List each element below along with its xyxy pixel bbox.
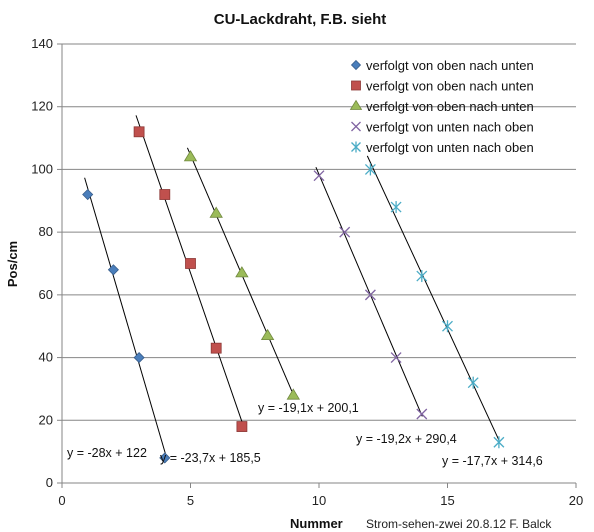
data-point-series-1 [159, 452, 171, 464]
marker-stroke [416, 408, 428, 420]
marker-stroke [351, 121, 361, 132]
y-tick-label: 0 [46, 475, 53, 490]
legend-entry-4: verfolgt von unten nach oben [366, 120, 534, 135]
data-point-series-3 [260, 328, 275, 341]
trendline-equation-4: y = -19,2x + 290,4 [356, 432, 457, 446]
marker-stroke [339, 226, 351, 238]
data-point-series-3 [286, 388, 301, 400]
y-axis-label: Pos/cm [5, 241, 20, 287]
x-tick-label: 0 [58, 493, 65, 508]
data-point-series-3 [209, 206, 223, 218]
legend-marker-2 [351, 80, 361, 91]
y-tick-label: 40 [39, 350, 53, 365]
trendline-equation-1: y = -28x + 122 [67, 446, 147, 460]
legend-entry-2: verfolgt von oben nach unten [366, 79, 534, 94]
y-tick-label: 60 [39, 287, 53, 302]
data-point-series-5 [467, 376, 479, 389]
legend-marker-1 [350, 59, 362, 71]
data-points [82, 126, 505, 464]
data-point-series-4 [390, 352, 402, 364]
y-tick-label: 80 [39, 224, 53, 239]
trendline-2 [135, 115, 243, 424]
legend-marker-4 [351, 121, 361, 132]
data-point-series-2 [159, 189, 171, 200]
data-point-series-5 [390, 201, 402, 214]
data-point-series-1 [82, 188, 94, 201]
x-tick-label: 5 [187, 493, 194, 508]
data-point-series-2 [236, 421, 248, 432]
trendline-equation-3: y = -19,1x + 200,1 [258, 401, 359, 415]
data-point-series-3 [183, 150, 198, 162]
legend-entry-1: verfolgt von oben nach unten [366, 58, 534, 73]
data-point-series-4 [364, 289, 376, 301]
x-axis-label: Nummer [290, 516, 343, 531]
data-point-series-1 [107, 264, 119, 276]
gridlines [62, 43, 576, 421]
axes: 0 20 40 60 80 100 120 140 0 5 10 15 20 [31, 36, 583, 508]
data-point-series-4 [416, 408, 428, 420]
data-point-series-2 [210, 342, 222, 354]
legend-entry-5: verfolgt von unten nach oben [366, 140, 534, 155]
data-point-series-5 [364, 163, 376, 176]
y-tick-label: 120 [31, 99, 53, 114]
data-point-series-4 [339, 226, 351, 238]
trendline-equation-2: y = -23,7x + 185,5 [160, 451, 261, 465]
credit-note: Strom-sehen-zwei 20.8.12 F. Balck [366, 517, 552, 531]
data-point-series-2 [133, 126, 145, 138]
data-point-series-5 [442, 320, 453, 333]
trendline-5 [366, 155, 500, 442]
legend-entry-3: verfolgt von oben nach unten [366, 99, 534, 114]
trendline-equations: y = -28x + 122 y = -23,7x + 185,5 y = -19,… [67, 401, 543, 468]
marker-stroke [313, 170, 325, 182]
data-point-series-1 [133, 352, 145, 364]
legend: verfolgt von oben nach unten verfolgt von… [349, 58, 534, 155]
y-tick-label: 140 [31, 36, 53, 51]
trendline-4 [315, 167, 423, 417]
marker-stroke [390, 352, 402, 364]
data-point-series-3 [235, 266, 249, 278]
data-point-series-5 [416, 270, 428, 283]
y-tick-label: 20 [39, 412, 53, 427]
y-tick-label: 100 [31, 161, 53, 176]
x-tick-label: 10 [312, 493, 326, 508]
legend-marker-5 [351, 141, 361, 153]
trendline-1 [84, 177, 166, 454]
data-point-series-5 [493, 436, 505, 449]
data-point-series-2 [185, 258, 196, 269]
data-point-series-4 [313, 170, 325, 182]
x-tick-label: 15 [440, 493, 454, 508]
marker-stroke [364, 289, 376, 301]
trendline-equation-5: y = -17,7x + 314,6 [442, 454, 543, 468]
chart-title: CU-Lackdraht, F.B. sieht [214, 11, 387, 28]
x-tick-label: 20 [569, 493, 583, 508]
legend-marker-3 [349, 99, 363, 110]
